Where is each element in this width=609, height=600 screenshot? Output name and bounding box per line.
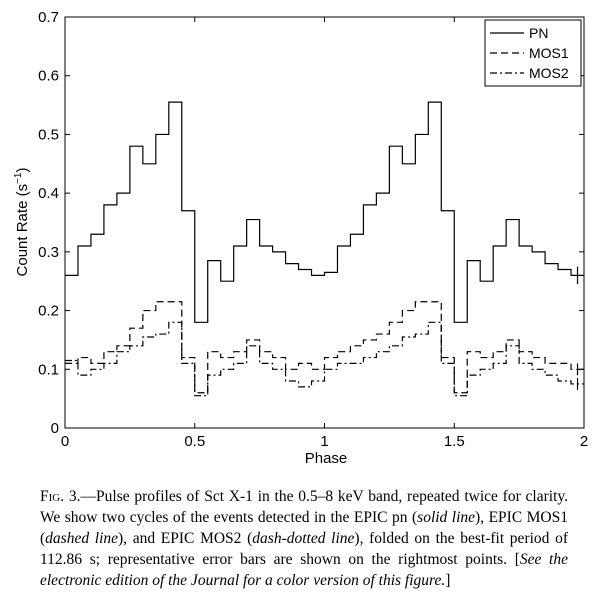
series-mos2-line: [65, 321, 584, 397]
legend: PN MOS1 MOS2: [484, 19, 582, 87]
y-tick-label: 0.2: [38, 303, 59, 320]
y-axis-label-main: Count Rate (s: [14, 184, 31, 277]
y-tick-label: 0.6: [38, 68, 59, 85]
caption-text-1: —Pulse profiles of Sct X-1 in the 0.5–8 …: [40, 488, 568, 526]
y-axis-label-exponent: −1: [13, 172, 24, 184]
x-tick-label: 2: [580, 433, 588, 450]
x-tick-label: 0: [61, 433, 69, 450]
caption-mos1-style: dashed line: [45, 530, 119, 547]
legend-label-mos2: MOS2: [529, 65, 569, 81]
caption-text-5: ]: [445, 572, 451, 589]
figure-caption: Fig. 3.—Pulse profiles of Sct X-1 in the…: [40, 486, 568, 591]
caption-pn-style: solid line: [417, 509, 476, 526]
y-tick-label: 0.3: [38, 244, 59, 261]
caption-text-4: ), folded on the best-fit period of 112.…: [40, 530, 569, 568]
x-axis-label: Phase: [305, 450, 348, 467]
legend-label-mos1: MOS1: [529, 45, 569, 61]
series-pn-line: [65, 101, 584, 323]
caption-text-3: ), and EPIC MOS2 (: [118, 530, 253, 547]
ticks-layer: 0 0.1 0.2 0.3 0.4 0.5 0.6 0.7 0 0.5 1 1.5 2: [38, 9, 588, 450]
y-tick-label: 0.5: [38, 126, 59, 143]
plot-area: 0 0.1 0.2 0.3 0.4 0.5 0.6 0.7 0 0.5 1 1.5 2: [38, 9, 588, 450]
y-axis-label-close: ): [14, 168, 31, 173]
caption-text-2: ), EPIC MOS1 (: [40, 509, 568, 547]
y-tick-label: 0.7: [38, 9, 59, 26]
x-tick-label: 1.5: [444, 433, 465, 450]
pulse-profile-chart: 0 0.1 0.2 0.3 0.4 0.5 0.6 0.7 0 0.5 1 1.5 2 Phase Co…: [13, 9, 588, 467]
caption-edition-note: See the electronic edition of the Journa…: [40, 551, 568, 589]
caption-mos2-style: dash-dotted line: [252, 530, 355, 547]
x-tick-label: 1: [320, 433, 328, 450]
legend-label-pn: PN: [529, 25, 548, 41]
figure-label: Fig. 3.: [40, 488, 81, 505]
x-tick-label: 0.5: [184, 433, 205, 450]
y-tick-label: 0: [51, 420, 59, 437]
series-layer: [65, 101, 584, 397]
y-tick-label: 0.1: [38, 361, 59, 378]
y-axis-label: Count Rate (s−1): [13, 168, 31, 277]
series-mos1-line: [65, 301, 584, 394]
y-tick-label: 0.4: [38, 185, 59, 202]
